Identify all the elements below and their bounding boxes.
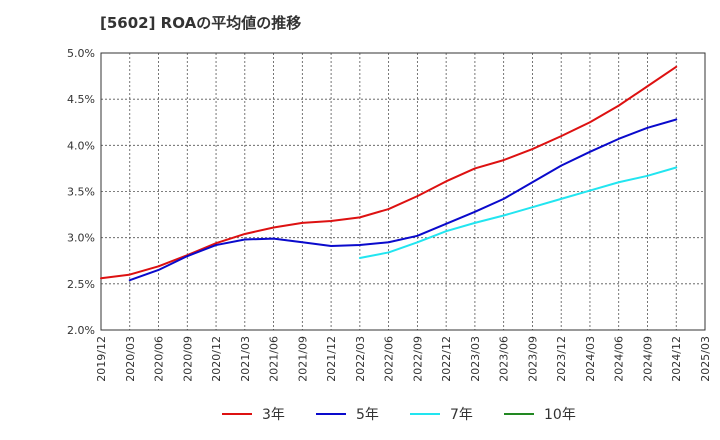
y-axis-ticks: 2.0% 2.5% 3.0% 3.5% 4.0% 4.5% 5.0% <box>67 47 95 337</box>
legend-label-4: 10年 <box>544 407 576 423</box>
x-tick-label: 2024/09 <box>641 336 654 382</box>
x-tick-label: 2022/06 <box>383 336 396 382</box>
grid <box>101 53 705 330</box>
x-tick-label: 2024/12 <box>670 336 683 382</box>
legend-label-3: 7年 <box>450 407 473 423</box>
legend-label-1: 3年 <box>262 407 285 423</box>
y-tick-label: 4.0% <box>67 139 95 152</box>
x-axis-ticks: 2019/12 2020/03 2020/06 2020/09 2020/12 2021/… <box>95 336 712 382</box>
series-lines <box>100 65 678 282</box>
x-tick-label: 2021/12 <box>325 336 338 382</box>
y-tick-label: 5.0% <box>67 47 95 60</box>
series-line-3 <box>358 166 678 259</box>
y-tick-label: 2.5% <box>67 278 95 291</box>
legend-label-2: 5年 <box>356 407 379 423</box>
x-tick-label: 2025/03 <box>699 336 712 382</box>
x-tick-label: 2022/09 <box>411 336 424 382</box>
y-tick-label: 3.0% <box>67 232 95 245</box>
x-tick-label: 2020/09 <box>181 336 194 382</box>
y-tick-label: 4.5% <box>67 93 95 106</box>
x-tick-label: 2023/12 <box>555 336 568 382</box>
x-tick-label: 2024/06 <box>613 336 626 382</box>
x-tick-label: 2022/03 <box>354 336 367 382</box>
x-tick-label: 2020/12 <box>210 336 223 382</box>
chart-title: [5602] ROAの平均値の推移 <box>100 14 301 32</box>
x-tick-label: 2023/06 <box>498 336 511 382</box>
y-tick-label: 2.0% <box>67 324 95 337</box>
x-tick-label: 2023/03 <box>469 336 482 382</box>
x-tick-label: 2019/12 <box>95 336 108 382</box>
x-tick-label: 2023/09 <box>526 336 539 382</box>
x-tick-label: 2021/03 <box>239 336 252 382</box>
x-tick-label: 2020/06 <box>153 336 166 382</box>
x-tick-label: 2020/03 <box>124 336 137 382</box>
x-tick-label: 2024/03 <box>584 336 597 382</box>
series-line-1 <box>100 65 678 280</box>
y-tick-label: 3.5% <box>67 186 95 199</box>
legend: 3年 5年 7年 10年 <box>222 407 576 423</box>
x-tick-label: 2022/12 <box>440 336 453 382</box>
x-tick-label: 2021/09 <box>296 336 309 382</box>
series-line-2 <box>128 118 678 282</box>
plot-area <box>100 52 706 331</box>
x-tick-label: 2021/06 <box>268 336 281 382</box>
